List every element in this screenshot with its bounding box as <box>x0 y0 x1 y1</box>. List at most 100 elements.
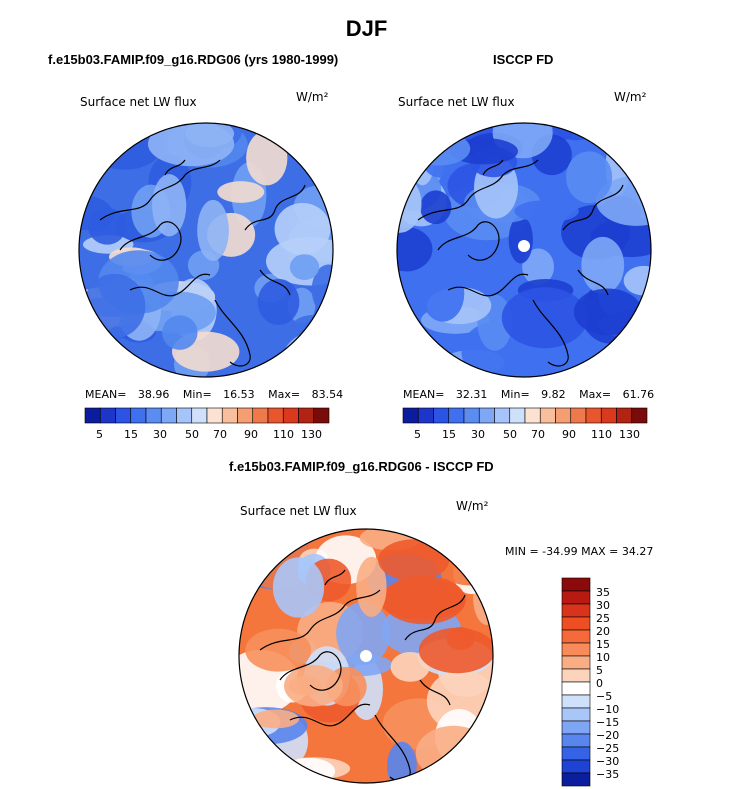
panel3-field-contour-patch <box>245 628 312 672</box>
panel2-pole-mask <box>518 240 530 252</box>
panel3-field-contour-patch <box>288 676 322 696</box>
panel3-colorbar-swatch <box>561 655 591 670</box>
panel3-colorbar-swatch <box>561 733 591 748</box>
cb3-tick-label: 5 <box>596 664 603 677</box>
cb3-tick-label: 30 <box>596 599 610 612</box>
panel3-colorbar-swatch <box>561 642 591 657</box>
panel2-field-contour-patch <box>408 131 471 166</box>
panel1-colorbar-swatch <box>160 407 177 424</box>
panel1-stats: MEAN= 38.96 Min= 16.53 Max= 83.54 <box>85 388 343 401</box>
cb3-tick-label: −10 <box>596 703 620 716</box>
panel2-variable-label: Surface net LW flux <box>398 95 515 109</box>
cb3-tick-label: −20 <box>596 729 620 742</box>
panel1-colorbar-swatch <box>145 407 162 424</box>
panel3-colorbar-swatch <box>561 668 591 683</box>
panel2-field-contour-patch <box>596 175 651 226</box>
panel2-colorbar-swatch <box>585 407 602 424</box>
panel1-colorbar-swatch <box>221 407 238 424</box>
panel3-colorbar-swatch <box>561 577 591 592</box>
panel1-colorbar <box>84 407 330 424</box>
cb1-tick-label: 70 <box>213 428 227 441</box>
panel2-field-contour-patch <box>410 131 435 186</box>
cb3-tick-label: −25 <box>596 742 620 755</box>
panel3-field <box>239 529 493 783</box>
panel1-max-value: 83.54 <box>311 388 344 401</box>
panel3-field-contour-patch <box>356 556 387 617</box>
cb1-tick-label: 130 <box>301 428 322 441</box>
panel1-field-contour-patch <box>289 254 320 281</box>
panel1-colorbar-swatch <box>84 407 101 424</box>
panel3-field-contour-patch <box>336 601 391 666</box>
cb3-tick-label: −15 <box>596 716 620 729</box>
panel1-field-contour-patch <box>257 278 300 325</box>
panel2-min-value: 9.82 <box>541 388 566 401</box>
panel2-field-contour-patch <box>514 200 579 223</box>
cb2-tick-label: 15 <box>442 428 456 441</box>
cb3-tick-label: 10 <box>596 651 610 664</box>
cb2-tick-label: 30 <box>471 428 485 441</box>
panel2-field-contour-patch <box>420 190 452 225</box>
panel2-field-contour-patch <box>573 288 642 336</box>
panel3-field-contour-patch <box>378 578 466 620</box>
panel3-colorbar-swatch <box>561 590 591 605</box>
panel1-coastlines <box>99 159 306 367</box>
cb1-tick-label: 50 <box>185 428 199 441</box>
panel3-field-contour-patch <box>252 709 300 729</box>
panel3-range-text: MIN = -34.99 MAX = 34.27 <box>505 545 654 558</box>
cb1-tick-label: 110 <box>273 428 294 441</box>
panel1-field-contour-patch <box>83 273 146 339</box>
cb1-tick-label: 5 <box>96 428 103 441</box>
panel2-colorbar-swatch <box>417 407 434 424</box>
panel1-colorbar-swatch <box>115 407 132 424</box>
cb3-tick-label: 15 <box>596 638 610 651</box>
panel3-colorbar-swatch <box>561 707 591 722</box>
panel1-mean-label: MEAN= <box>85 388 127 401</box>
panel2-field-contour-patch <box>522 248 555 286</box>
panel1-field-contour-patch <box>83 125 120 159</box>
panel1-colorbar-swatch <box>298 407 315 424</box>
cb3-tick-label: 25 <box>596 612 610 625</box>
cb3-tick-label: −30 <box>596 755 620 768</box>
panel2-stats: MEAN= 32.31 Min= 9.82 Max= 61.76 <box>403 388 654 401</box>
panel3-field-contour-patch <box>390 651 430 682</box>
panel1-colorbar-swatch <box>252 407 269 424</box>
panel1-field-contour-patch <box>90 123 155 137</box>
panel2-coastlines <box>417 159 624 367</box>
panel3-field-contour-patch <box>239 529 310 545</box>
panel1-field <box>79 123 333 377</box>
panel2-field-contour-patch <box>397 227 433 272</box>
panel2-colorbar-swatch <box>524 407 541 424</box>
panel2-colorbar-swatch <box>433 407 450 424</box>
cb2-tick-label: 70 <box>531 428 545 441</box>
panel2-map-border <box>396 122 652 378</box>
cb3-tick-label: −35 <box>596 768 620 781</box>
panel3-colorbar <box>561 577 591 787</box>
panel2-units-label: W/m² <box>614 90 647 104</box>
panel1-map <box>78 122 334 378</box>
panel3-field-contour-patch <box>272 557 325 618</box>
panel3-field-contour-patch <box>418 627 493 674</box>
panel1-colorbar-swatch <box>313 407 330 424</box>
panel3-colorbar-swatch <box>561 720 591 735</box>
panel1-field-contour-patch <box>162 315 198 350</box>
panel3-map-border <box>238 528 494 784</box>
panel2-field <box>397 123 651 377</box>
panel1-title: f.e15b03.FAMIP.f09_g16.RDG06 (yrs 1980-1… <box>48 52 339 67</box>
panel2-field-contour-patch <box>581 236 625 294</box>
panel2-field-contour-patch <box>508 215 533 264</box>
cb1-tick-label: 30 <box>153 428 167 441</box>
panel2-min-label: Min= <box>500 388 530 401</box>
panel1-colorbar-swatch <box>99 407 116 424</box>
panel2-colorbar-swatch <box>494 407 511 424</box>
panel1-min-value: 16.53 <box>223 388 255 401</box>
panel1-mean-value: 38.96 <box>137 388 170 401</box>
panel2-colorbar-swatch <box>448 407 465 424</box>
panel2-field-contour-patch <box>623 265 651 296</box>
panel2-colorbar-swatch <box>402 407 419 424</box>
panel3-colorbar-swatch <box>561 603 591 618</box>
panel2-max-value: 61.76 <box>622 388 655 401</box>
cb2-tick-label: 50 <box>503 428 517 441</box>
cb2-tick-label: 5 <box>414 428 421 441</box>
panel2-mean-label: MEAN= <box>403 388 445 401</box>
